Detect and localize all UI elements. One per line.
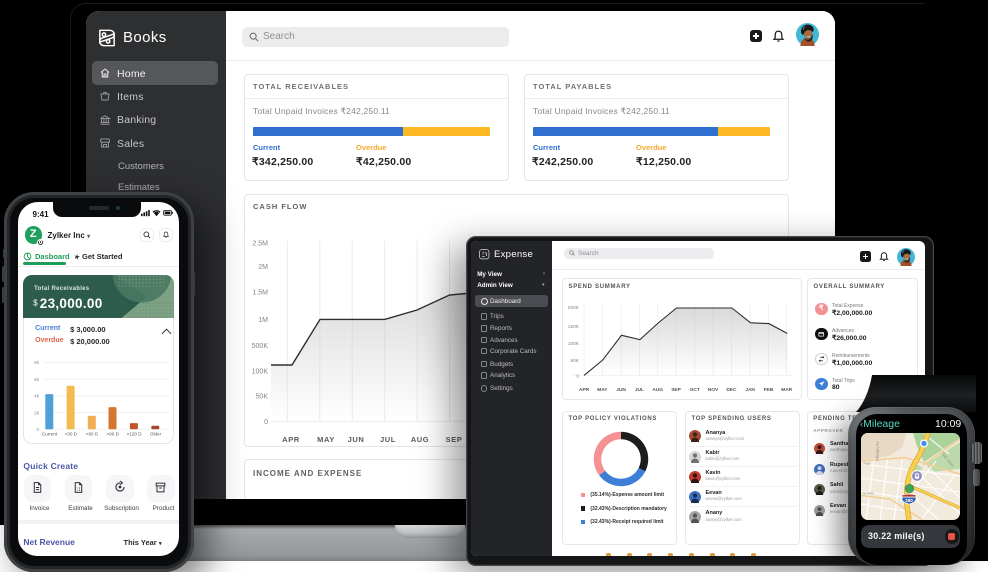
svg-text:JUN: JUN	[616, 387, 626, 393]
svg-text:JAN: JAN	[745, 387, 755, 393]
svg-text:280: 280	[905, 498, 913, 503]
svg-text:8k: 8k	[34, 360, 40, 365]
svg-text:100K: 100K	[252, 368, 269, 375]
svg-text:500K: 500K	[252, 343, 269, 350]
svg-text:MAY: MAY	[317, 435, 335, 444]
svg-text:OCT: OCT	[690, 387, 700, 393]
svg-text:s Ave: s Ave	[863, 491, 874, 496]
svg-text:DEC: DEC	[726, 387, 737, 393]
svg-text:>90 D: >90 D	[107, 432, 120, 437]
svg-text:>120 D: >120 D	[127, 432, 143, 437]
svg-text:50K: 50K	[256, 393, 269, 400]
svg-text:SEP: SEP	[671, 387, 681, 393]
svg-text:Ave: Ave	[863, 461, 871, 466]
svg-text:APR: APR	[579, 387, 590, 393]
svg-text:6k: 6k	[34, 377, 40, 382]
svg-text:0: 0	[576, 373, 579, 379]
svg-text:Current: Current	[42, 432, 58, 437]
svg-text:2.5M: 2.5M	[252, 240, 268, 247]
svg-text:Phelan Av: Phelan Av	[875, 441, 880, 461]
svg-text:2M: 2M	[258, 264, 268, 271]
svg-text:0: 0	[264, 419, 268, 426]
svg-text:APR: APR	[282, 435, 300, 444]
svg-text:AUG: AUG	[411, 435, 429, 444]
svg-text:50K: 50K	[570, 358, 579, 364]
svg-text:MAR: MAR	[781, 387, 792, 393]
svg-text:2k: 2k	[34, 410, 40, 415]
svg-text:4k: 4k	[34, 394, 40, 399]
svg-text:JUL: JUL	[380, 435, 396, 444]
svg-text:>30 D: >30 D	[65, 432, 78, 437]
svg-text:0: 0	[37, 427, 40, 432]
svg-text:FEB: FEB	[764, 387, 774, 393]
svg-text:200K: 200K	[568, 305, 580, 311]
svg-text:SEP: SEP	[446, 435, 463, 444]
svg-text:Older: Older	[150, 432, 162, 437]
svg-text:>60 D: >60 D	[86, 432, 99, 437]
svg-text:NOV: NOV	[708, 387, 719, 393]
svg-text:100K: 100K	[568, 341, 580, 347]
svg-text:AUG: AUG	[652, 387, 663, 393]
svg-text:1M: 1M	[258, 317, 268, 324]
svg-text:MAY: MAY	[597, 387, 608, 393]
svg-text:150K: 150K	[568, 324, 580, 330]
svg-text:JUN: JUN	[348, 435, 365, 444]
svg-text:JUL: JUL	[635, 387, 644, 393]
svg-text:1.5M: 1.5M	[252, 290, 268, 297]
